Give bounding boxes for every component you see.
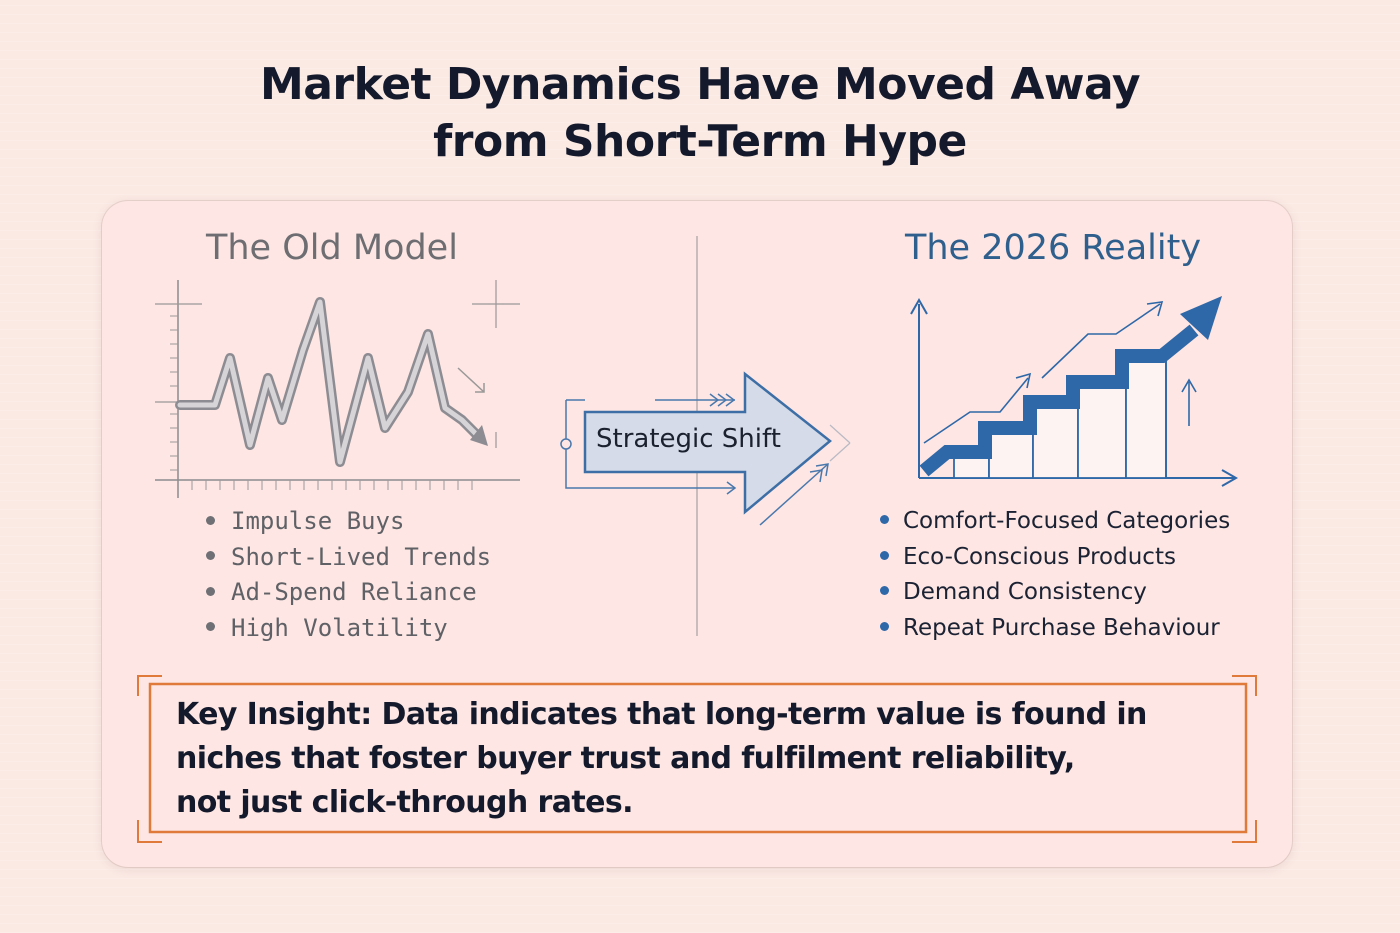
list-item: High Volatility	[206, 611, 491, 647]
new-model-list: Comfort-Focused Categories Eco-Conscious…	[880, 504, 1230, 646]
list-item: Impulse Buys	[206, 504, 491, 540]
growth-chart-icon	[910, 296, 1239, 487]
insight-line-1: Key Insight: Data indicates that long-te…	[176, 697, 1147, 732]
volatile-chart-icon	[155, 280, 520, 498]
old-model-heading: The Old Model	[206, 228, 458, 268]
insight-line-3: not just click-through rates.	[176, 785, 633, 820]
insight-line-2: niches that foster buyer trust and fulfi…	[176, 741, 1075, 776]
list-item: Eco-Conscious Products	[880, 540, 1230, 576]
page-title: Market Dynamics Have Moved Away from Sho…	[0, 56, 1400, 170]
strategic-shift-label: Strategic Shift	[596, 424, 781, 454]
list-item: Comfort-Focused Categories	[880, 504, 1230, 540]
key-insight-text: Key Insight: Data indicates that long-te…	[176, 693, 1226, 825]
new-model-heading: The 2026 Reality	[905, 228, 1202, 268]
old-model-list: Impulse Buys Short-Lived Trends Ad-Spend…	[206, 504, 491, 646]
list-item: Demand Consistency	[880, 575, 1230, 611]
list-item: Ad-Spend Reliance	[206, 575, 491, 611]
list-item: Repeat Purchase Behaviour	[880, 611, 1230, 647]
page-title-line-1: Market Dynamics Have Moved Away	[259, 59, 1141, 110]
insight-frame	[137, 675, 1257, 843]
list-item: Short-Lived Trends	[206, 540, 491, 576]
strategic-shift-arrow	[560, 371, 851, 526]
page-title-line-2: from Short-Term Hype	[433, 116, 967, 167]
